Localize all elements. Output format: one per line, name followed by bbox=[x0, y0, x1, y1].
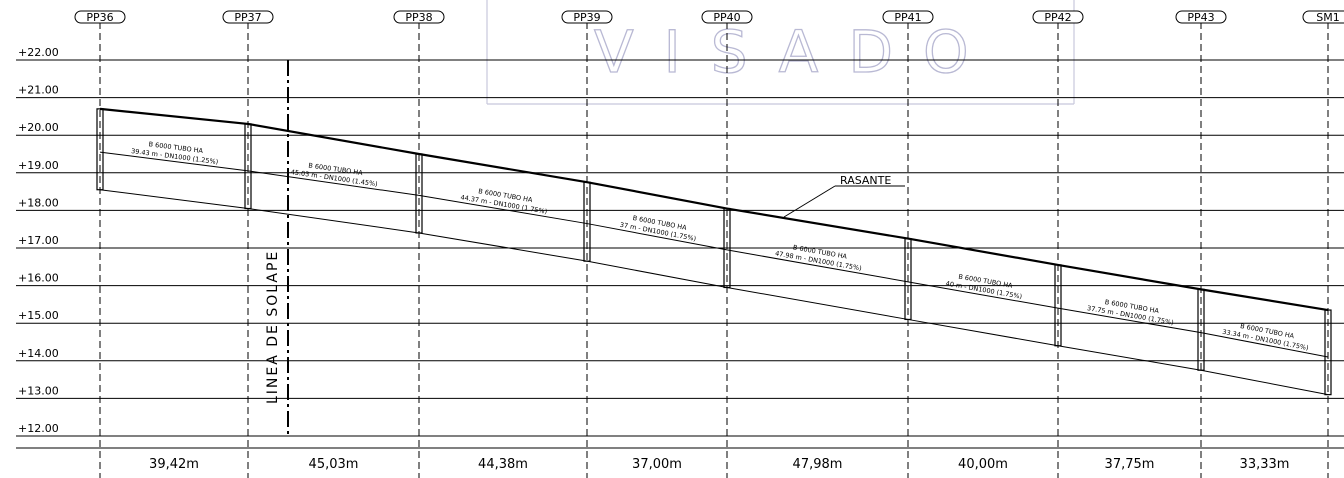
level-label: +19.00 bbox=[18, 159, 59, 172]
distance-row: 39,42m 45,03m 44,38m 37,00m 47,98m 40,00m 37,7… bbox=[16, 447, 1344, 472]
manhole-stations: PP36 PP37 PP38 PP39 PP40 PP41 PP42 PP43 SM1 bbox=[74, 10, 1344, 478]
segment-distance: 44,38m bbox=[478, 457, 528, 472]
level-label: +20.00 bbox=[18, 121, 59, 134]
station-tag bbox=[561, 10, 613, 24]
level-label: +13.00 bbox=[18, 384, 59, 397]
manhole-shaft bbox=[244, 123, 252, 210]
station-label: PP42 bbox=[1044, 11, 1071, 24]
station-tag bbox=[701, 10, 753, 24]
manhole-shaft bbox=[904, 238, 912, 321]
station-label: PP43 bbox=[1187, 11, 1214, 24]
station-label: PP38 bbox=[405, 11, 432, 24]
manhole-shaft bbox=[583, 181, 591, 262]
level-label: +14.00 bbox=[18, 347, 59, 360]
level-label: +16.00 bbox=[18, 272, 59, 285]
station-label: PP39 bbox=[573, 11, 600, 24]
level-label: +17.00 bbox=[18, 234, 59, 247]
level-label: +12.00 bbox=[18, 422, 59, 435]
rasante-line bbox=[99, 107, 1329, 312]
level-label: +22.00 bbox=[18, 46, 59, 59]
manhole-shaft bbox=[415, 153, 423, 234]
manhole-shaft bbox=[1324, 309, 1332, 396]
overlap-line: LINEA DE SOLAPE bbox=[265, 60, 289, 438]
segment-distance: 39,42m bbox=[149, 457, 199, 472]
level-lines: +22.00 +21.00 +20.00 +19.00 +18.00 +17.00 +16.… bbox=[16, 46, 1344, 437]
visado-watermark: VISADO bbox=[594, 18, 999, 86]
rasante-label: RASANTE bbox=[840, 174, 891, 187]
level-label: +21.00 bbox=[18, 84, 59, 97]
station-tag bbox=[74, 10, 126, 24]
pipe-crown-line bbox=[99, 151, 1329, 358]
segment-distance: 37,75m bbox=[1105, 457, 1155, 472]
station-label: PP36 bbox=[86, 11, 113, 24]
station-label: PP41 bbox=[894, 11, 921, 24]
pipe-invert-line bbox=[99, 189, 1329, 396]
segment-distance: 45,03m bbox=[309, 457, 359, 472]
manhole-shaft bbox=[1054, 264, 1062, 347]
rasante-annotation: RASANTE bbox=[783, 174, 905, 218]
level-label: +18.00 bbox=[18, 196, 59, 209]
segment-distance: 37,00m bbox=[632, 457, 682, 472]
station-label: PP40 bbox=[713, 11, 740, 24]
station-label: SM1 bbox=[1316, 11, 1339, 24]
manhole-shaft bbox=[1197, 288, 1205, 371]
manhole-shaft bbox=[96, 108, 104, 191]
segment-distance: 40,00m bbox=[958, 457, 1008, 472]
segment-distance: 33,33m bbox=[1240, 457, 1290, 472]
station-tag bbox=[222, 10, 274, 24]
station-label: PP37 bbox=[234, 11, 261, 24]
station-tag bbox=[1032, 10, 1084, 24]
level-label: +15.00 bbox=[18, 309, 59, 322]
rasante-leader bbox=[783, 185, 836, 218]
manhole-shaft bbox=[723, 207, 731, 289]
station-tag bbox=[1175, 10, 1227, 24]
overlap-label: LINEA DE SOLAPE bbox=[265, 250, 281, 404]
station-tag bbox=[393, 10, 445, 24]
station-tag bbox=[882, 10, 934, 24]
station-tag bbox=[1302, 10, 1344, 24]
profile-lines bbox=[96, 107, 1332, 396]
segment-distance: 47,98m bbox=[793, 457, 843, 472]
